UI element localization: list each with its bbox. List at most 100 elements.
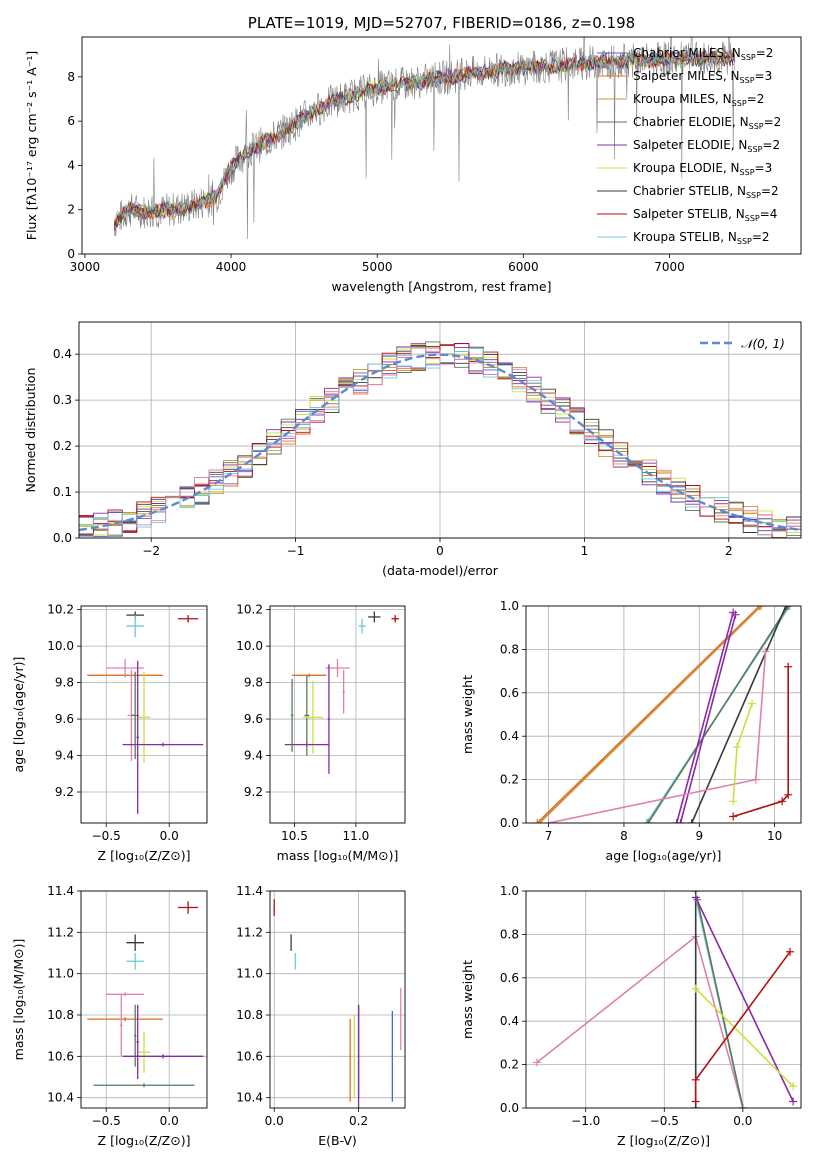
y-tick-label: 4 <box>67 158 75 172</box>
axes-frame <box>525 605 802 824</box>
x-tick-label: 0.0 <box>160 829 179 843</box>
y-tick-label: 9.6 <box>244 712 263 726</box>
series-marker <box>778 797 787 806</box>
axes-frame <box>525 890 802 1109</box>
legend-label: Kroupa STELIB, N <box>633 230 737 244</box>
x-axis-label: Z [log₁₀(Z/Z⊙)] <box>98 848 191 863</box>
weight_vs_age-plot <box>533 606 794 823</box>
legend-suffix: =4 <box>760 207 778 221</box>
y-tick-label: 9.2 <box>244 785 263 799</box>
errorbar-point <box>122 742 204 747</box>
y-tick-label: 11.2 <box>236 925 263 939</box>
x-tick-label: 8 <box>620 829 628 843</box>
errorbar-point <box>292 673 327 678</box>
series-marker <box>732 743 741 752</box>
legend-label: Salpeter MILES, N <box>633 69 740 83</box>
errorbar-point <box>327 664 331 774</box>
x-axis-label: Z [log₁₀(Z/Z⊙)] <box>617 1133 710 1148</box>
y-tick-label: 11.0 <box>47 967 74 981</box>
y-tick-label: 0.3 <box>53 393 72 407</box>
series-marker <box>761 647 770 656</box>
y-tick-label: 11.4 <box>47 884 74 898</box>
x-tick-label: 7000 <box>654 260 685 274</box>
weight_vs_Z-panel: −1.0 −0.5 0.0 0.0 0.2 0.4 0.6 0.8 1.0 Z [log₁₀(Z/… <box>460 884 802 1148</box>
axes-frame <box>80 890 208 1109</box>
y-tick-label: 0.8 <box>500 927 519 941</box>
x-tick-label: 0.0 <box>265 1114 284 1128</box>
series-line <box>536 935 744 1108</box>
spectrum-plot <box>113 37 736 240</box>
series-line <box>732 703 753 802</box>
legend-entry: Kroupa STELIB, NSSP=2 <box>633 230 770 246</box>
errorbar-point <box>122 1054 204 1059</box>
series-marker <box>786 947 794 956</box>
series-marker <box>729 812 738 821</box>
y-axis-label: mass weight <box>460 960 475 1039</box>
mass_vs_ebv-panel: 0.0 0.2 10.4 10.6 10.8 11.0 11.2 11.4 E(B-V) <box>236 884 406 1148</box>
legend-label: Salpeter STELIB, N <box>633 207 745 221</box>
y-tick-label: 11.0 <box>236 967 263 981</box>
x-tick-label: 5000 <box>362 260 393 274</box>
weight_vs_Z-plot <box>533 891 798 1108</box>
x-tick-label: 6000 <box>508 260 539 274</box>
series-marker <box>642 819 651 823</box>
x-tick-label: −0.5 <box>92 829 121 843</box>
y-tick-label: 9.4 <box>244 749 263 763</box>
y-tick-label: 0.0 <box>53 531 72 545</box>
y-tick-label: 6 <box>67 114 75 128</box>
errorbar-point <box>304 675 310 756</box>
y-tick-label: 0.4 <box>500 1014 519 1028</box>
series-line <box>675 612 734 823</box>
y-tick-label: 9.6 <box>55 712 74 726</box>
age_vs_Z-panel: −0.5 0.0 9.2 9.4 9.6 9.8 10.0 10.2 Z [log₁₀(Z/Z⊙… <box>11 603 208 863</box>
series-line <box>694 897 794 1102</box>
y-tick-label: 2 <box>67 203 75 217</box>
axes-frame <box>80 605 208 824</box>
model-spectrum-8 <box>113 50 736 222</box>
errorbar-point <box>120 994 123 1057</box>
y-tick-label: 8 <box>67 70 75 84</box>
errorbar-point <box>87 1017 163 1022</box>
errorbar-point <box>133 1004 137 1067</box>
mass_vs_Z-panel: −0.5 0.0 10.4 10.6 10.8 11.0 11.2 11.4 Z [log₁₀(… <box>11 884 208 1148</box>
legend-sub: SSP <box>740 168 755 177</box>
x-tick-label: 0 <box>436 544 444 558</box>
errorbar-point <box>136 660 139 814</box>
legend-entry: Chabrier STELIB, NSSP=2 <box>633 184 779 200</box>
series-marker <box>691 1097 700 1106</box>
y-axis-label: age [log₁₀(age/yr)] <box>11 657 26 773</box>
errorbar-point <box>178 615 199 623</box>
series-line <box>696 899 744 1108</box>
x-tick-label: −2 <box>142 544 160 558</box>
y-tick-label: 1.0 <box>500 599 519 613</box>
x-tick-label: 2 <box>725 544 733 558</box>
legend-sub: SSP <box>746 191 761 200</box>
legend-sub: SSP <box>732 99 747 108</box>
series-marker <box>691 1075 700 1084</box>
x-tick-label: 0.0 <box>733 1114 752 1128</box>
legend-suffix: =2 <box>762 138 780 152</box>
series-marker <box>731 610 740 619</box>
y-tick-label: 10.2 <box>236 603 263 617</box>
y-tick-label: 10.6 <box>47 1049 74 1063</box>
y-tick-label: 9.2 <box>55 785 74 799</box>
legend-entry: Salpeter ELODIE, NSSP=2 <box>633 138 780 154</box>
errorbar-point <box>178 901 199 914</box>
series-marker <box>784 790 793 799</box>
y-tick-label: 1.0 <box>500 884 519 898</box>
legend-entry: Kroupa MILES, NSSP=2 <box>633 92 764 108</box>
errorbar-point <box>358 618 366 634</box>
legend-entry: Salpeter MILES, NSSP=3 <box>633 69 772 85</box>
errorbar-point <box>93 1083 195 1088</box>
series-marker <box>535 819 544 823</box>
series-marker <box>691 893 700 902</box>
legend-label: Kroupa ELODIE, N <box>633 161 740 175</box>
errorbar-point <box>137 1031 151 1073</box>
axes-frame <box>269 890 406 1109</box>
series-marker <box>738 1104 747 1108</box>
series-line <box>732 666 789 818</box>
legend-entry: Chabrier MILES, NSSP=2 <box>633 46 773 62</box>
y-tick-label: 10.6 <box>236 1049 263 1063</box>
legend-entry: Kroupa ELODIE, NSSP=3 <box>633 161 772 177</box>
